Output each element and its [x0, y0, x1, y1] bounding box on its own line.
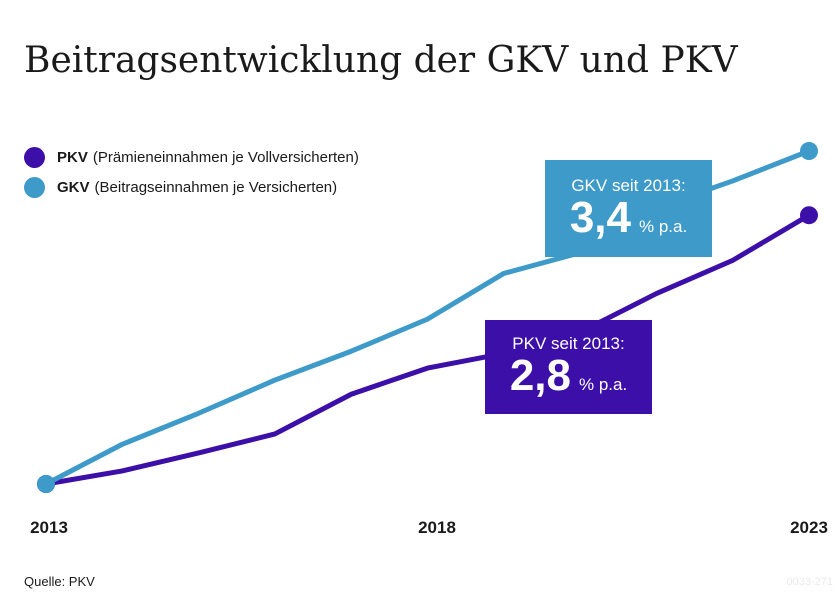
x-tick-label: 2018 [418, 518, 456, 537]
legend-item-gkv: GKV (Beitragseinnahmen je Versicherten) [24, 172, 359, 202]
pkv-growth-callout: PKV seit 2013: 2,8 % p.a. [485, 320, 652, 414]
pkv-point-2023 [800, 206, 818, 225]
gkv-callout-label: GKV seit 2013: [571, 176, 686, 195]
gkv-growth-callout: GKV seit 2013: 3,4 % p.a. [545, 160, 712, 257]
pkv-callout-label: PKV seit 2013: [512, 334, 625, 353]
legend-desc-gkv: (Beitragseinnahmen je Versicherten) [94, 178, 338, 196]
pkv-callout-value: 2,8 [509, 351, 571, 400]
source-note: Quelle: PKV [24, 574, 95, 589]
gkv-point-2023 [800, 142, 818, 160]
legend-item-pkv: PKV (Prämieneinnahmen je Vollversicherte… [24, 142, 359, 172]
pkv-series-line [43, 212, 812, 487]
chart-title: Beitragsentwicklung der GKV und PKV [24, 40, 738, 81]
x-tick-label: 2013 [30, 518, 68, 537]
pkv-callout-unit: % p.a. [578, 375, 628, 394]
gkv-callout-unit: % p.a. [638, 217, 688, 236]
legend-marker-gkv [24, 176, 45, 198]
x-tick-label: 2023 [790, 518, 828, 537]
legend-label-pkv: PKV [57, 148, 88, 166]
gkv-point-2013 [37, 475, 55, 493]
legend-desc-pkv: (Prämieneinnahmen je Vollversicherten) [92, 148, 359, 166]
graphic-code: 0033-271 [786, 576, 834, 588]
legend-label-gkv: GKV [57, 178, 90, 196]
legend: PKV (Prämieneinnahmen je Vollversicherte… [24, 142, 359, 202]
legend-marker-pkv [24, 146, 45, 168]
gkv-callout-value: 3,4 [569, 193, 631, 242]
